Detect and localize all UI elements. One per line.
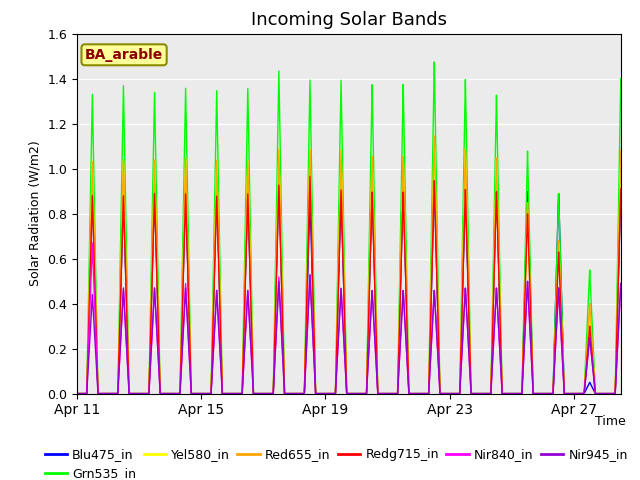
Nir840_in xyxy=(73,391,81,396)
Nir945_in xyxy=(223,391,230,396)
Nir840_in xyxy=(105,391,113,396)
Grn535_in xyxy=(105,391,113,396)
Y-axis label: Solar Radiation (W/m2): Solar Radiation (W/m2) xyxy=(29,141,42,287)
Title: Incoming Solar Bands: Incoming Solar Bands xyxy=(251,11,447,29)
Redg715_in xyxy=(73,391,81,396)
Blu475_in xyxy=(73,391,81,396)
Nir945_in xyxy=(306,272,314,278)
Nir945_in xyxy=(105,391,113,396)
Blu475_in xyxy=(223,391,230,396)
Grn535_in xyxy=(431,59,438,65)
Redg715_in xyxy=(424,391,431,396)
Nir840_in xyxy=(424,391,431,396)
Nir840_in xyxy=(623,391,631,396)
Line: Blu475_in: Blu475_in xyxy=(77,180,636,394)
Red655_in xyxy=(105,391,113,396)
Line: Redg715_in: Redg715_in xyxy=(77,176,636,394)
Nir945_in xyxy=(415,391,423,396)
Redg715_in xyxy=(306,173,314,179)
Grn535_in xyxy=(424,391,431,396)
Text: BA_arable: BA_arable xyxy=(85,48,163,62)
Red655_in xyxy=(223,391,230,396)
Yel580_in xyxy=(623,391,631,396)
Yel580_in xyxy=(223,391,230,396)
Yel580_in xyxy=(431,133,438,139)
Red655_in xyxy=(515,391,522,396)
Red655_in xyxy=(424,391,431,396)
Nir945_in xyxy=(73,391,81,396)
Nir945_in xyxy=(632,391,640,396)
Line: Yel580_in: Yel580_in xyxy=(77,136,636,394)
Blu475_in xyxy=(415,391,423,396)
Grn535_in xyxy=(223,391,230,396)
Yel580_in xyxy=(105,391,113,396)
Yel580_in xyxy=(632,391,640,396)
Legend: Blu475_in, Grn535_in, Yel580_in, Red655_in, Redg715_in, Nir840_in, Nir945_in: Blu475_in, Grn535_in, Yel580_in, Red655_… xyxy=(40,443,633,480)
Blu475_in xyxy=(105,391,113,396)
Redg715_in xyxy=(623,391,631,396)
Grn535_in xyxy=(632,391,640,396)
Red655_in xyxy=(623,391,631,396)
Blu475_in xyxy=(623,391,631,396)
Red655_in xyxy=(632,391,640,396)
Blu475_in xyxy=(632,391,640,396)
Blu475_in xyxy=(275,178,283,183)
Grn535_in xyxy=(515,391,522,396)
Yel580_in xyxy=(415,391,423,396)
Line: Nir945_in: Nir945_in xyxy=(77,275,636,394)
Red655_in xyxy=(73,391,81,396)
Redg715_in xyxy=(223,391,230,396)
Nir840_in xyxy=(415,391,423,396)
Redg715_in xyxy=(105,391,113,396)
Line: Red655_in: Red655_in xyxy=(77,136,636,394)
Grn535_in xyxy=(415,391,423,396)
Grn535_in xyxy=(623,391,631,396)
Nir840_in xyxy=(515,391,522,396)
Nir945_in xyxy=(623,391,631,396)
Redg715_in xyxy=(515,391,522,396)
Red655_in xyxy=(415,391,423,396)
Line: Grn535_in: Grn535_in xyxy=(77,62,636,394)
Nir840_in xyxy=(88,240,96,246)
Nir945_in xyxy=(424,391,431,396)
Nir840_in xyxy=(632,391,640,396)
Line: Nir840_in: Nir840_in xyxy=(77,243,636,394)
Blu475_in xyxy=(515,391,522,396)
Redg715_in xyxy=(415,391,423,396)
Blu475_in xyxy=(424,391,431,396)
Redg715_in xyxy=(632,391,640,396)
Red655_in xyxy=(431,133,438,139)
Yel580_in xyxy=(73,391,81,396)
Nir840_in xyxy=(223,391,230,396)
X-axis label: Time: Time xyxy=(595,415,625,428)
Yel580_in xyxy=(424,391,431,396)
Yel580_in xyxy=(515,391,522,396)
Nir945_in xyxy=(515,391,522,396)
Grn535_in xyxy=(73,391,81,396)
